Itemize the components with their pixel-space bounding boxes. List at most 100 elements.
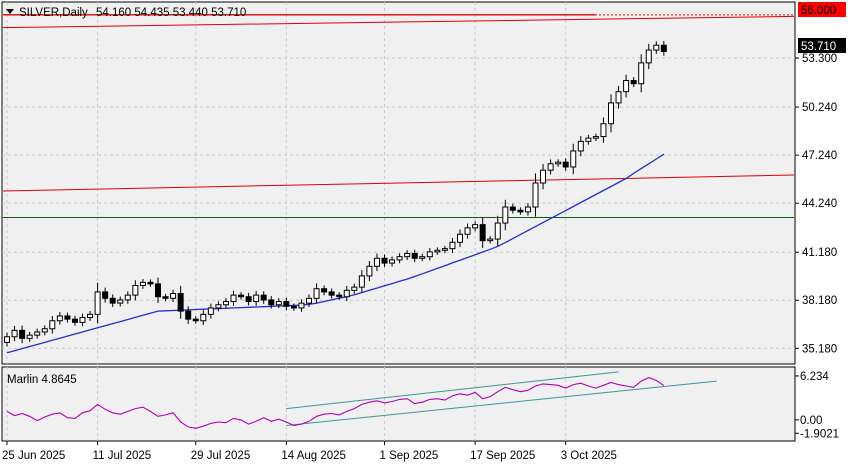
candle-bearish (177, 293, 184, 312)
time-tick-label: 17 Sep 2025 (470, 450, 535, 462)
current-price-label: 53.710 (801, 41, 836, 53)
candle-bullish (502, 206, 509, 224)
candle-bullish (524, 206, 531, 213)
candle-bearish (411, 252, 418, 259)
candle-bearish (321, 288, 328, 293)
candle-bullish (26, 334, 33, 339)
candle-bearish (479, 224, 486, 242)
candle-bearish (185, 310, 192, 320)
price-tick-label: 47.240 (802, 150, 837, 162)
candle-bearish (336, 294, 343, 298)
candle-bearish (155, 283, 161, 298)
candle-bearish (509, 206, 516, 211)
candle-bullish (351, 286, 358, 291)
candle-bullish (253, 294, 260, 303)
moving-average-line (6, 153, 665, 354)
candle-bullish (577, 140, 584, 152)
candle-bullish (207, 307, 214, 315)
resistance-line (2, 15, 795, 29)
candle-bullish (487, 238, 494, 242)
price-tick-label: 41.180 (802, 247, 837, 259)
candle-bearish (260, 294, 267, 301)
indicator-axis: 6.234 0.00-1.9021 (795, 371, 839, 440)
time-tick-label: 29 Jul 2025 (191, 450, 250, 462)
candle-bearish (517, 209, 524, 213)
candle-bullish (608, 102, 614, 125)
candle-bullish (585, 137, 592, 142)
candle-bullish (358, 275, 365, 288)
candle-bullish (117, 299, 124, 304)
candle-bullish (457, 233, 463, 243)
chevron-down-icon[interactable] (6, 9, 14, 14)
candle-bullish (49, 320, 56, 330)
candle-bearish (245, 296, 252, 303)
candle-bullish (464, 227, 471, 235)
candle-bullish (623, 79, 630, 93)
candle-bullish (4, 336, 10, 343)
candle-bullish (34, 331, 41, 336)
candle-bullish (230, 294, 237, 303)
candle-bearish (562, 161, 569, 168)
indicator-tick-label: -1.9021 (800, 428, 839, 440)
price-axis: 53.300 50.240 47.240 44.240 41.180 38.180 35.1… (795, 53, 837, 355)
indicator-plot-area[interactable] (1, 366, 796, 442)
time-tick-label: 11 Jul 2025 (93, 450, 152, 462)
candle-bullish (532, 182, 539, 208)
candles (4, 40, 667, 347)
reference-lines[interactable] (2, 14, 795, 218)
candle-bullish (540, 169, 547, 184)
price-tick-label: 50.240 (802, 102, 837, 114)
candle-bearish (147, 281, 154, 285)
candle-bullish (373, 257, 380, 267)
candle-bullish (343, 289, 350, 298)
chart-header: SILVER,Daily 54.160 54.435 53.440 53.710… (6, 7, 246, 386)
lower-channel-line (286, 380, 717, 426)
candle-bullish (570, 150, 577, 168)
oscillator-line (6, 377, 665, 429)
candle-bearish (238, 294, 245, 298)
price-tick-label: 44.240 (802, 198, 837, 210)
candle-bearish (162, 296, 169, 299)
candle-bullish (396, 256, 403, 261)
time-tick-label: 1 Sep 2025 (380, 450, 439, 462)
candle-bullish (298, 302, 305, 309)
candle-bullish (87, 313, 94, 319)
candle-bullish (124, 294, 131, 301)
candle-bullish (419, 256, 426, 259)
candle-bullish (426, 251, 433, 258)
candle-bullish (56, 315, 63, 322)
candle-bearish (381, 257, 388, 264)
candle-bearish (268, 299, 275, 306)
indicator-tick-label: 0.00 (800, 415, 822, 427)
time-tick-label: 25 Jun 2025 (2, 450, 65, 462)
candle-bullish (472, 224, 479, 229)
candle-bullish (200, 313, 207, 322)
time-tick-label: 14 Aug 2025 (281, 450, 346, 462)
candle-bullish (11, 329, 18, 338)
candle-bullish (645, 49, 652, 64)
candle-bearish (630, 79, 637, 85)
ohlc-values: 54.160 54.435 53.440 53.710 (96, 7, 246, 19)
price-badges: 56.000 53.710 (798, 2, 846, 53)
candle-bullish (275, 301, 282, 306)
candle-bearish (71, 318, 78, 323)
candle-bullish (592, 136, 599, 139)
price-tick-label: 53.300 (802, 53, 837, 65)
level-badge (798, 2, 846, 17)
candle-bullish (494, 222, 501, 240)
candle-bullish (653, 44, 660, 51)
candle-bearish (192, 318, 199, 322)
candle-bullish (600, 123, 607, 138)
candle-bullish (132, 285, 139, 296)
candle-bullish (306, 297, 312, 304)
candle-bearish (19, 329, 26, 339)
candle-bullish (313, 288, 320, 299)
candle-bullish (389, 259, 396, 264)
candle-bearish (328, 291, 335, 296)
candle-bullish (638, 62, 645, 85)
indicator-tick-label: 6.234 (800, 371, 829, 383)
indicator-label: Marlin 4.8645 (7, 374, 77, 386)
candle-bullish (79, 317, 86, 323)
candle-bullish (555, 161, 562, 165)
